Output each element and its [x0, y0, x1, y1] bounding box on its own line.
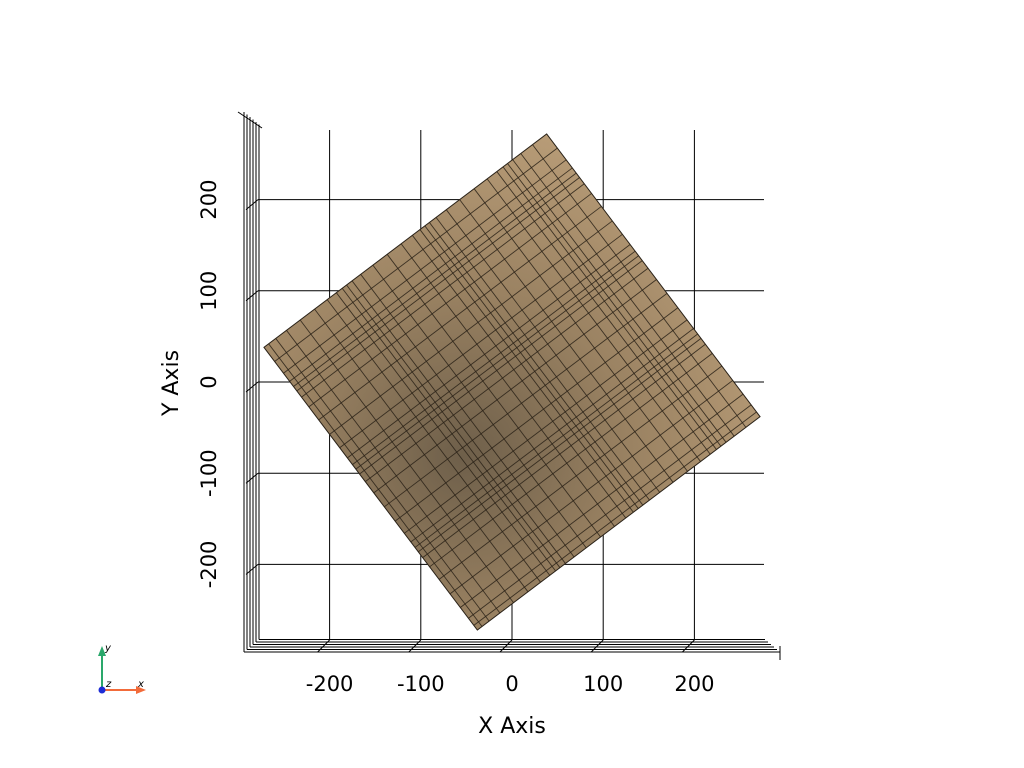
- x-tick-label: 100: [583, 672, 623, 696]
- mesh-line-v: [520, 153, 735, 437]
- mesh-line-u: [365, 267, 649, 482]
- mesh-line-u: [394, 307, 679, 522]
- mesh-line-u: [438, 365, 723, 580]
- mesh-line-v: [496, 171, 711, 455]
- mesh-line-u: [473, 411, 757, 626]
- mesh-line-u: [283, 159, 567, 374]
- x-tick-label: -100: [397, 672, 445, 696]
- mesh-line-u: [373, 279, 657, 494]
- mesh-line-u: [355, 255, 639, 470]
- x-axis-title: X Axis: [478, 714, 546, 739]
- mesh-line-u: [308, 193, 592, 408]
- mesh-line-v: [502, 166, 717, 450]
- y-tick-mark: [245, 564, 259, 575]
- mesh-line-u: [410, 328, 694, 543]
- x-tick-mark: [682, 639, 695, 653]
- orientation-widget: y x z: [98, 643, 146, 694]
- y-axis-title: Y Axis: [159, 350, 184, 417]
- x-tick-label: 200: [674, 672, 714, 696]
- triad-x-label: x: [137, 679, 144, 690]
- x-tick-mark: [317, 639, 330, 653]
- mesh-line-v: [346, 284, 561, 568]
- mesh-line-v: [459, 199, 674, 483]
- mesh-line-v: [314, 308, 529, 593]
- mesh-line-v: [299, 319, 514, 603]
- triad-z-label: z: [105, 679, 112, 690]
- mesh-line-u: [352, 250, 636, 465]
- mesh-line-v: [486, 178, 701, 462]
- mesh-line-v: [445, 209, 661, 493]
- y-tick-labels: -200 -100 0 100 200: [197, 180, 221, 589]
- mesh-line-v: [400, 243, 615, 527]
- mesh-line-u: [417, 338, 702, 553]
- mesh-line-u: [318, 206, 602, 421]
- mesh-line-u: [404, 319, 688, 534]
- mesh-line-v: [341, 287, 556, 572]
- mesh-line-u: [339, 233, 623, 449]
- mesh-line-v: [429, 222, 644, 506]
- mesh-line-u: [329, 220, 613, 435]
- mesh-line-v: [336, 292, 551, 576]
- mesh-line-u: [422, 343, 706, 558]
- mesh-line-v: [386, 254, 601, 538]
- mesh-line-u: [274, 147, 558, 362]
- mesh-line-u: [347, 244, 631, 459]
- mesh-line-u: [293, 172, 577, 387]
- x-tick-label: 0: [505, 672, 518, 696]
- frame-corner-tick: [237, 111, 263, 129]
- mesh-line-v: [360, 274, 575, 558]
- y-arrow-icon: [98, 646, 106, 656]
- mesh-line-v: [351, 280, 566, 564]
- mesh-line-u: [468, 404, 752, 619]
- mesh-line-v: [275, 338, 490, 622]
- mesh-line-u: [384, 293, 668, 508]
- mesh-line-v: [473, 188, 688, 472]
- mesh-line-v: [424, 225, 639, 509]
- mesh-line-u: [289, 167, 573, 382]
- mesh-line-u: [296, 177, 580, 392]
- mesh-line-v: [286, 330, 501, 614]
- y-tick-mark: [245, 290, 259, 302]
- mesh-line-v: [532, 144, 747, 428]
- z-axis-dot-icon: [98, 686, 106, 694]
- mesh-line-u: [429, 353, 713, 568]
- surface-fill: [263, 133, 761, 631]
- y-tick-label: 0: [197, 375, 221, 388]
- x-tick-mark: [590, 639, 604, 653]
- x-arrow-icon: [136, 686, 146, 694]
- mesh-line-v: [326, 299, 541, 583]
- axes-frame: [237, 111, 781, 660]
- mesh-line-u: [301, 183, 585, 398]
- mesh-line-v: [507, 163, 722, 447]
- mesh-line-v: [372, 264, 587, 549]
- y-tick-label: -100: [197, 449, 221, 497]
- mesh-line-v: [268, 343, 483, 627]
- mesh-line-u: [414, 333, 698, 548]
- x-tick-mark: [408, 639, 422, 653]
- mesh-line-u: [359, 260, 643, 475]
- y-tick-mark: [245, 199, 259, 210]
- y-tick-mark: [245, 472, 259, 484]
- mesh-line-v: [419, 229, 634, 513]
- y-tick-label: -200: [197, 541, 221, 589]
- y-tick-label: 100: [197, 271, 221, 311]
- mesh-line-u: [460, 393, 744, 608]
- y-tick-mark: [245, 381, 259, 393]
- x-tick-mark: [499, 639, 513, 653]
- x-tick-labels: -200 -100 0 100 200: [306, 672, 715, 696]
- x-tick-label: -200: [306, 672, 354, 696]
- triad-y-label: y: [104, 643, 112, 654]
- y-tick-label: 200: [197, 180, 221, 220]
- mesh-line-v: [435, 217, 650, 501]
- surface-mesh[interactable]: [263, 133, 761, 631]
- mesh-line-u: [449, 380, 733, 595]
- mesh-line-v: [512, 159, 727, 443]
- mesh-line-v: [412, 235, 627, 519]
